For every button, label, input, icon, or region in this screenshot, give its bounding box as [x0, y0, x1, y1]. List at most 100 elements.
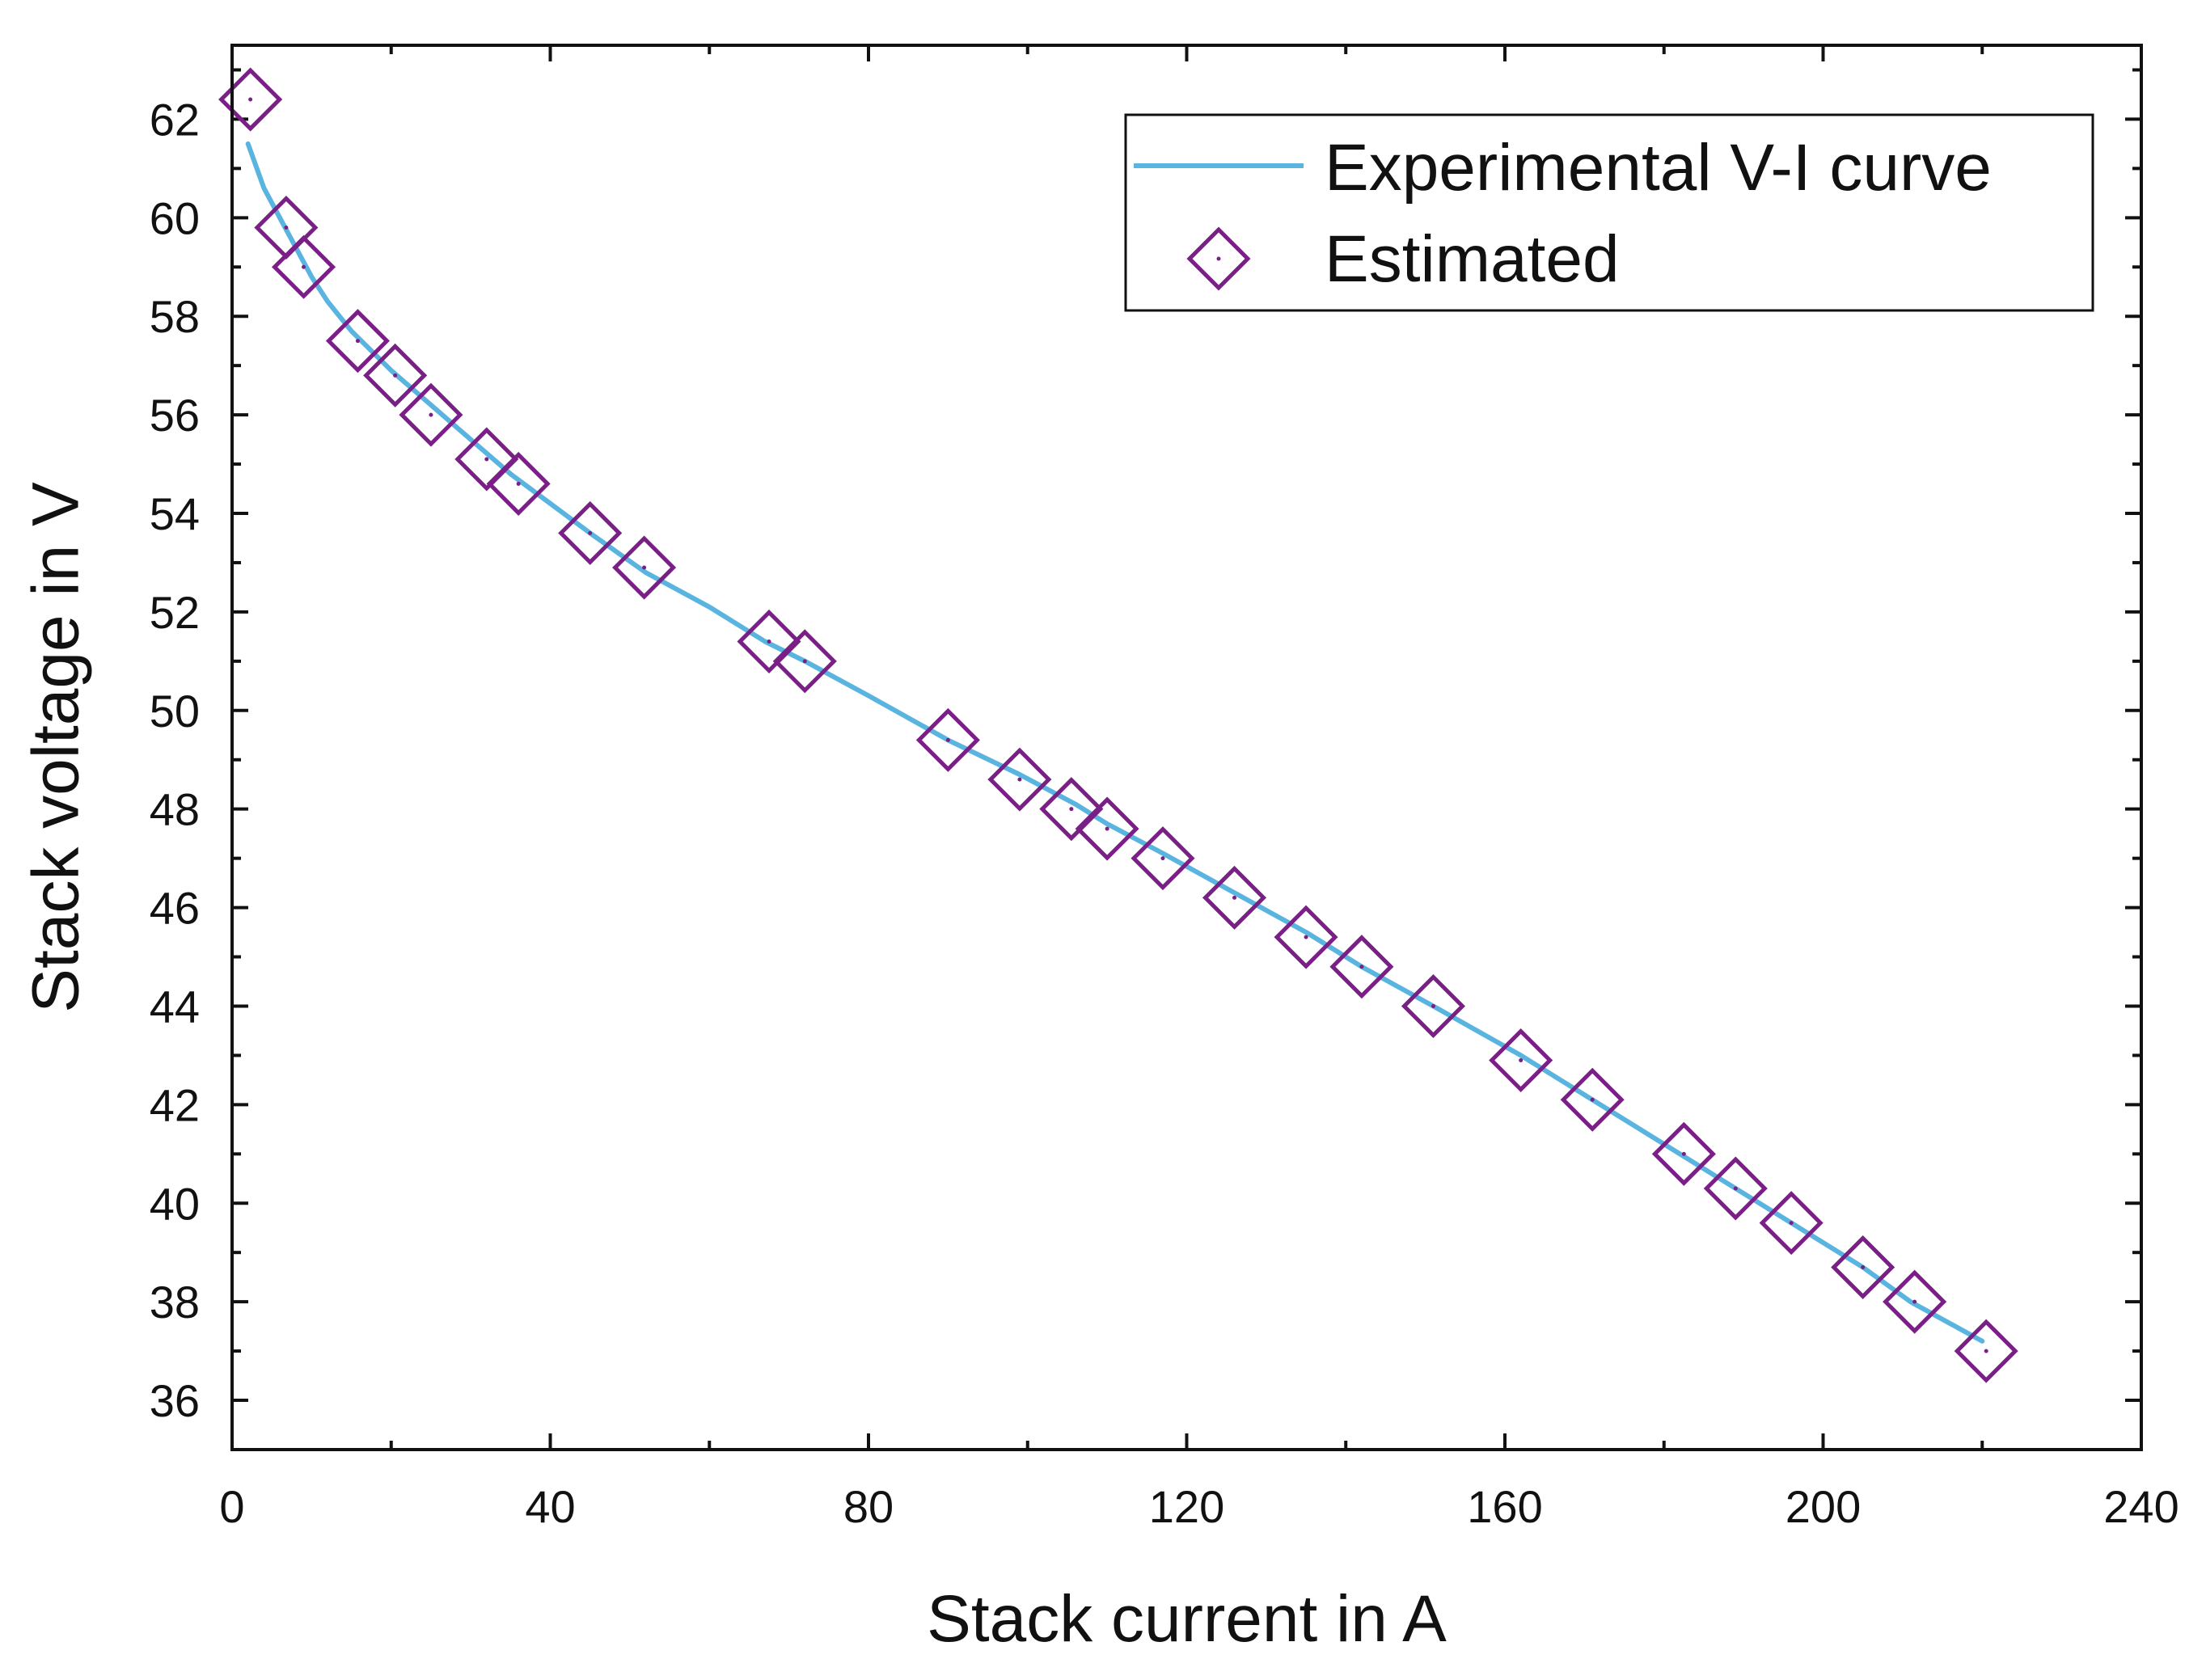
diamond-outline: [325, 309, 390, 374]
legend: Experimental V-I curve Estimated: [1124, 113, 2094, 312]
diamond-outline: [1703, 1156, 1768, 1221]
y-tick-label: 38: [150, 1277, 200, 1328]
diamond-outline: [399, 382, 463, 447]
legend-box: [1124, 113, 2094, 312]
diamond-center-dot: [1733, 1186, 1738, 1191]
diamond-outline: [1039, 777, 1104, 842]
estimated-point: [737, 609, 801, 673]
y-tick-label: 40: [150, 1178, 200, 1229]
diamond-outline: [486, 451, 551, 516]
diamond-outline: [363, 343, 428, 407]
estimated-point: [987, 747, 1052, 812]
diamond-center-dot: [802, 659, 807, 664]
y-tick-label: 42: [150, 1079, 200, 1130]
diamond-center-dot: [1681, 1151, 1686, 1156]
diamond-outline: [1274, 905, 1338, 969]
estimated-point: [363, 343, 428, 407]
tick-labels: 0 40 80 120 160 200 240 36 38 40 42 44 46 48 50 52 54 56 5…: [150, 94, 2179, 1532]
diamond-center-dot: [429, 412, 433, 417]
x-tick-label: 0: [219, 1481, 244, 1532]
diamond-center-dot: [1590, 1097, 1595, 1102]
diamond-center-dot: [588, 530, 593, 535]
plot-markers: [218, 67, 2018, 1383]
legend-label-experimental: Experimental V-I curve: [1325, 131, 1992, 205]
diamond-center-dot: [1017, 777, 1022, 782]
diamond-center-dot: [1984, 1349, 1988, 1353]
y-tick-label: 44: [150, 981, 200, 1032]
estimated-point: [1039, 777, 1104, 842]
diamond-outline: [1651, 1121, 1716, 1186]
diamond-center-dot: [484, 457, 489, 462]
diamond-center-dot: [1359, 965, 1364, 969]
diamond-center-dot: [393, 373, 398, 378]
y-tick-label: 46: [150, 883, 200, 934]
estimated-point: [1560, 1067, 1625, 1132]
estimated-point: [399, 382, 463, 447]
diamond-outline: [558, 500, 623, 565]
diamond-center-dot: [1105, 826, 1109, 831]
diamond-center-dot: [1304, 935, 1308, 939]
diamond-outline: [987, 747, 1052, 812]
y-axis-title: Stack voltage in V: [19, 482, 93, 1013]
diamond-outline: [915, 707, 980, 772]
estimated-point: [558, 500, 623, 565]
estimated-point: [1202, 865, 1267, 930]
legend-diamond: [1186, 226, 1251, 291]
estimated-point: [915, 707, 980, 772]
diamond-center-dot: [1069, 807, 1074, 812]
diamond-outline: [1130, 826, 1195, 891]
estimated-point: [1329, 935, 1394, 999]
estimated-point: [1831, 1235, 1895, 1300]
diamond-outline: [454, 427, 519, 492]
diamond-center-dot: [642, 565, 647, 570]
diamond-center-dot: [1431, 1003, 1435, 1008]
diamond-outline: [1831, 1235, 1895, 1300]
estimated-point: [454, 427, 519, 492]
estimated-point: [1954, 1319, 2018, 1383]
diamond-outline: [1489, 1028, 1553, 1093]
estimated-point: [1401, 973, 1465, 1039]
estimated-point: [772, 629, 837, 694]
diamond-center-dot: [248, 97, 253, 102]
y-tick-label: 60: [150, 192, 200, 243]
estimated-point: [218, 67, 283, 132]
legend-diamond-swatch: [1186, 226, 1251, 291]
diamond-center-dot: [1160, 856, 1165, 861]
diamond-outline: [1883, 1269, 1947, 1334]
estimated-point: [1075, 796, 1139, 861]
diamond-outline: [272, 234, 336, 299]
estimated-point: [486, 451, 551, 516]
diamond-center-dot: [1861, 1264, 1866, 1269]
x-tick-label: 200: [1786, 1481, 1861, 1532]
y-tick-label: 50: [150, 686, 200, 737]
diamond-center-dot: [1216, 256, 1221, 261]
diamond-outline: [1560, 1067, 1625, 1132]
x-tick-label: 40: [525, 1481, 575, 1532]
plot-lines: [245, 141, 1985, 1344]
estimated-point: [612, 535, 677, 600]
plot-frame: [230, 44, 2143, 1451]
estimated-point: [1489, 1028, 1553, 1093]
x-tick-label: 120: [1149, 1481, 1224, 1532]
diamond-center-dot: [945, 737, 950, 742]
estimated-point: [1274, 905, 1338, 969]
diamond-outline: [1759, 1191, 1824, 1256]
y-tick-label: 36: [150, 1375, 200, 1426]
diamond-center-dot: [284, 226, 289, 230]
diamond-center-dot: [1789, 1221, 1794, 1226]
diamond-center-dot: [355, 339, 360, 344]
y-tick-label: 48: [150, 784, 200, 835]
diamond-outline: [1329, 935, 1394, 999]
y-tick-label: 58: [150, 291, 200, 342]
x-tick-label: 160: [1467, 1481, 1542, 1532]
estimated-point: [254, 195, 319, 260]
estimated-point: [272, 234, 336, 299]
diamond-center-dot: [767, 639, 771, 644]
estimated-point: [1759, 1191, 1824, 1256]
experimental-vi-curve: [245, 141, 1985, 1344]
y-tick-label: 62: [150, 94, 200, 145]
diamond-center-dot: [1232, 895, 1237, 900]
diamond-outline: [1202, 865, 1267, 930]
diamond-center-dot: [302, 264, 306, 269]
